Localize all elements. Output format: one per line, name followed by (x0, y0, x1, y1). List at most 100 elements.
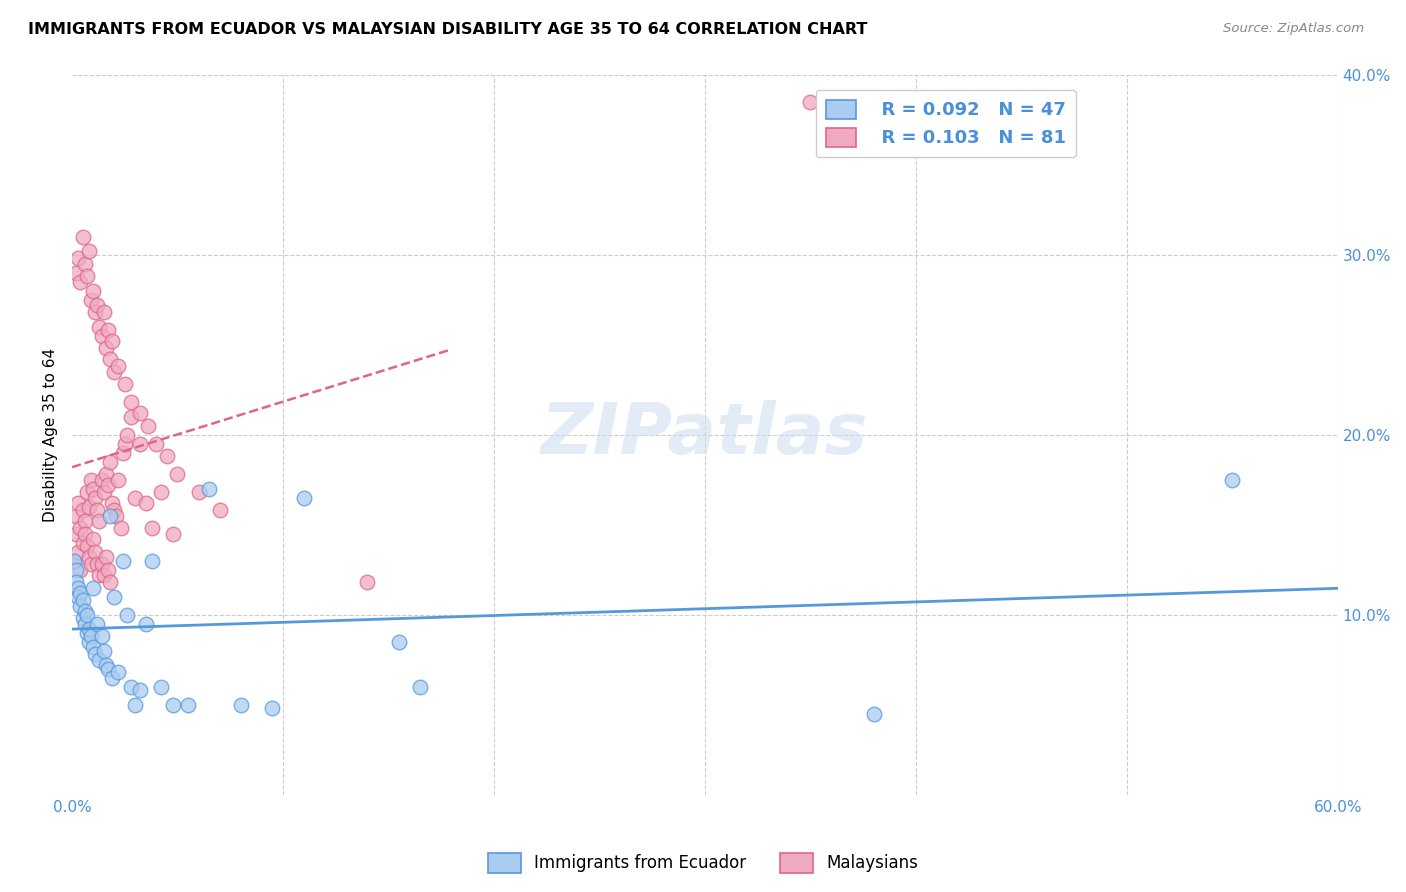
Legend: Immigrants from Ecuador, Malaysians: Immigrants from Ecuador, Malaysians (481, 847, 925, 880)
Point (82, 640, 104, 654)
Point (120, 680, 142, 694)
Point (65, 575, 87, 590)
Point (67, 590, 90, 604)
Point (120, 409, 142, 424)
Point (93, 643, 115, 657)
Point (67, 544, 90, 558)
Point (98, 351, 121, 366)
Point (69, 521, 91, 535)
Point (89, 514, 111, 528)
Point (76, 607, 98, 622)
Point (94, 549, 117, 564)
Point (149, 680, 172, 694)
Point (90, 473, 112, 487)
Point (135, 496, 157, 510)
Point (69, 275, 91, 289)
Point (107, 665, 129, 680)
Point (94, 341, 117, 355)
Point (77, 244, 100, 258)
Point (73, 526, 96, 541)
Point (72, 611, 94, 625)
Point (107, 359, 129, 374)
Point (111, 445, 134, 459)
Point (208, 503, 231, 517)
Point (177, 698, 200, 712)
Point (77, 634, 100, 648)
Point (97, 563, 120, 577)
Point (149, 485, 172, 500)
Point (409, 680, 432, 694)
Point (76, 539, 98, 553)
Point (86, 298, 108, 312)
Point (84, 647, 107, 661)
Point (124, 698, 146, 712)
Point (94, 658, 117, 673)
Point (1220, 473, 1243, 487)
Point (101, 496, 124, 510)
Point (115, 607, 138, 622)
Point (82, 284, 104, 298)
Point (198, 482, 221, 496)
Point (110, 521, 132, 535)
Point (115, 427, 138, 442)
Text: IMMIGRANTS FROM ECUADOR VS MALAYSIAN DISABILITY AGE 35 TO 64 CORRELATION CHART: IMMIGRANTS FROM ECUADOR VS MALAYSIAN DIS… (28, 22, 868, 37)
Point (77, 500, 100, 514)
Point (103, 590, 125, 604)
Point (97, 662, 120, 676)
Point (65, 563, 87, 577)
Point (262, 701, 284, 715)
Point (93, 485, 115, 500)
Point (94, 467, 117, 482)
Point (145, 436, 167, 450)
Point (69, 586, 91, 600)
Point (114, 436, 136, 450)
Point (80, 629, 103, 643)
Point (103, 503, 125, 517)
Point (72, 229, 94, 244)
Point (76, 485, 98, 500)
Point (67, 496, 90, 510)
Point (80, 473, 103, 487)
Point (101, 671, 124, 685)
Point (128, 683, 150, 698)
Point (63, 554, 86, 568)
Point (166, 467, 188, 482)
Point (93, 305, 115, 319)
Point (97, 323, 120, 337)
Point (65, 526, 87, 541)
Point (105, 508, 128, 523)
Point (107, 473, 129, 487)
Point (229, 698, 252, 712)
Point (69, 563, 91, 577)
Point (86, 503, 108, 517)
Point (72, 535, 94, 549)
Point (799, 95, 821, 109)
Point (72, 593, 94, 607)
Point (76, 269, 98, 284)
Point (76, 625, 98, 640)
Point (69, 599, 91, 613)
Point (72, 503, 94, 517)
Point (97, 478, 120, 492)
Point (356, 575, 378, 590)
Point (862, 706, 884, 721)
Point (93, 568, 115, 582)
Point (90, 629, 112, 643)
Y-axis label: Disability Age 35 to 64: Disability Age 35 to 64 (44, 348, 58, 522)
Point (77, 622, 100, 636)
Point (141, 554, 163, 568)
Point (90, 558, 112, 572)
Point (135, 616, 157, 631)
Point (86, 558, 108, 572)
Point (101, 334, 124, 348)
Point (89, 319, 111, 334)
Point (124, 491, 146, 505)
Point (98, 575, 121, 590)
Point (82, 532, 104, 546)
Point (103, 365, 125, 379)
Text: ZIPatlas: ZIPatlas (541, 401, 869, 469)
Point (90, 328, 112, 343)
Point (73, 514, 96, 528)
Point (388, 634, 411, 648)
Text: Source: ZipAtlas.com: Source: ZipAtlas.com (1223, 22, 1364, 36)
